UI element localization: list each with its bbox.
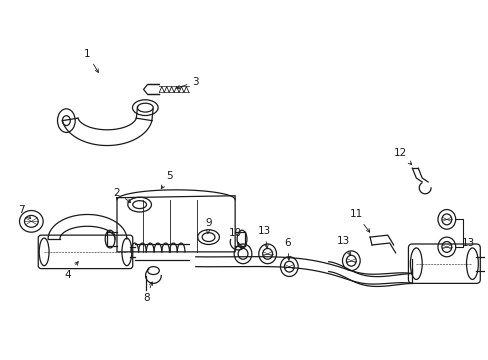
Text: 13: 13 [258,226,271,248]
Text: 5: 5 [161,171,172,189]
Text: 9: 9 [205,218,211,234]
Text: 3: 3 [176,77,199,89]
Text: 6: 6 [284,238,290,260]
Text: 4: 4 [64,262,78,279]
Text: 10: 10 [228,228,242,248]
Text: 7: 7 [18,204,31,219]
Text: 11: 11 [349,210,369,232]
Text: 13: 13 [461,238,474,248]
Text: 2: 2 [113,188,130,202]
Text: 12: 12 [393,148,411,165]
Text: 1: 1 [84,49,98,72]
Text: 8: 8 [143,282,152,303]
Text: 13: 13 [336,236,350,256]
